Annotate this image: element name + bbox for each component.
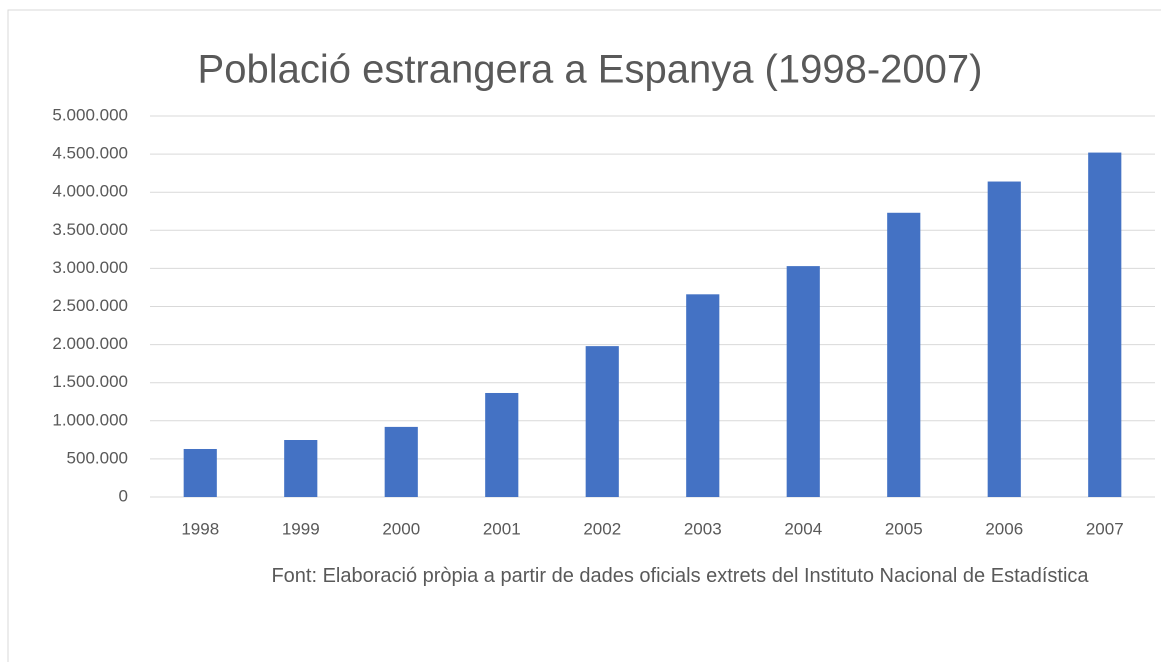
x-tick-label: 2005 (885, 519, 923, 538)
y-tick-label: 4.000.000 (52, 182, 128, 201)
x-tick-label: 1999 (282, 519, 320, 538)
chart-frame (7, 9, 1161, 662)
y-tick-label: 1.500.000 (52, 372, 128, 391)
y-tick-label: 2.000.000 (52, 334, 128, 353)
x-tick-label: 2004 (784, 519, 822, 538)
chart-title: Població estrangera a Espanya (1998-2007… (198, 48, 983, 92)
bar (485, 392, 519, 497)
x-tick-label: 2003 (684, 519, 722, 538)
bar (887, 212, 921, 498)
y-tick-label: 4.500.000 (52, 144, 128, 163)
y-tick-label: 0 (119, 486, 128, 505)
bar (384, 426, 418, 497)
y-tick-label: 2.500.000 (52, 296, 128, 315)
y-tick-label: 1.000.000 (52, 410, 128, 429)
y-tick-label: 5.000.000 (52, 105, 128, 124)
bar (686, 294, 720, 497)
bar (183, 448, 217, 497)
x-tick-label: 2002 (583, 519, 621, 538)
bar (284, 440, 318, 497)
bar (987, 181, 1021, 498)
bar (585, 346, 619, 497)
y-tick-label: 3.500.000 (52, 220, 128, 239)
y-tick-label: 3.000.000 (52, 258, 128, 277)
x-tick-label: 2006 (985, 519, 1023, 538)
x-tick-label: 1998 (181, 519, 219, 538)
x-tick-label: 2001 (483, 519, 521, 538)
y-tick-label: 500.000 (67, 448, 128, 467)
source-note: Font: Elaboració pròpia a partir de dade… (271, 565, 1089, 587)
x-tick-label: 2000 (382, 519, 420, 538)
bar (1088, 152, 1122, 498)
x-tick-label: 2007 (1086, 519, 1124, 538)
bar (786, 266, 820, 497)
